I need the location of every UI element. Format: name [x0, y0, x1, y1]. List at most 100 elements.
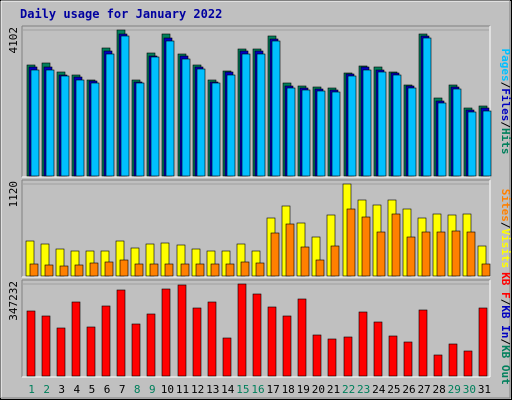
bar-sites-day-29	[451, 230, 461, 277]
x-axis: 1 2 3 4 5 6 7 8 9 10 11 12 13 14 15 16 17 18 19 20 21 22 23 24 2…	[28, 383, 491, 396]
x-tick-label-day-12: 12	[191, 383, 204, 396]
x-tick-label-day-15: 15	[236, 383, 249, 396]
bar-pages-day-14	[226, 74, 236, 177]
x-tick-label-day-13: 13	[206, 383, 219, 396]
x-tick-label-day-26: 26	[402, 383, 415, 396]
bar-sites-day-26	[406, 236, 416, 277]
bar-sites-day-19	[300, 246, 310, 277]
bar-sites-day-23	[361, 216, 371, 277]
x-tick-label-day-30: 30	[463, 383, 476, 396]
panel-middle: 1120 Sites/Visits	[7, 179, 512, 278]
bar-pages-day-26	[407, 87, 417, 177]
series-axis-label: Sites/Visits	[499, 189, 512, 269]
bar-pages-day-31	[482, 110, 492, 177]
bar-sites-day-11	[180, 263, 190, 277]
bar-pages-day-25	[392, 74, 402, 177]
bar-sites-day-13	[210, 263, 220, 277]
series-axis-label-part: Pages	[499, 49, 512, 82]
bar-pages-day-18	[286, 87, 296, 177]
bar-pages-day-5	[90, 82, 100, 177]
bar-pages-day-12	[196, 68, 206, 177]
bar-pages-day-15	[241, 53, 251, 177]
x-tick-label-day-2: 2	[43, 383, 50, 396]
x-tick-label-day-20: 20	[312, 383, 325, 396]
series-axis-label-part: Sites	[499, 189, 512, 222]
bar-kbin-day-22	[343, 336, 353, 377]
bar-sites-day-28	[436, 231, 446, 277]
x-tick-label-day-4: 4	[74, 383, 81, 396]
bar-kbin-day-28	[433, 354, 443, 377]
bar-kbin-day-10	[161, 288, 171, 377]
x-tick-label-day-11: 11	[176, 383, 189, 396]
bar-pages-day-30	[467, 111, 477, 177]
bar-pages-day-8	[135, 82, 145, 177]
bar-pages-day-6	[105, 53, 115, 177]
x-tick-label-day-10: 10	[161, 383, 174, 396]
series-axis-label: Pages/Files/Hits	[499, 49, 512, 155]
x-tick-label-day-27: 27	[417, 383, 430, 396]
series-axis-label-part: /	[499, 222, 512, 229]
bar-pages-day-28	[437, 102, 447, 177]
bar-kbin-day-3	[56, 327, 66, 377]
max-value-label: 4102	[7, 27, 20, 54]
max-value-label: 1120	[7, 181, 20, 208]
x-tick-label-day-8: 8	[134, 383, 141, 396]
bar-kbin-day-2	[41, 315, 51, 377]
bar-pages-day-19	[301, 89, 311, 177]
x-tick-label-day-21: 21	[327, 383, 340, 396]
bar-kbin-day-19	[297, 298, 307, 377]
bar-kbin-day-13	[207, 301, 217, 377]
chart-title: Daily usage for January 2022	[20, 7, 222, 21]
bar-pages-day-11	[181, 58, 191, 177]
bar-sites-day-22	[346, 208, 356, 277]
bar-kbin-day-20	[312, 334, 322, 377]
bar-pages-day-29	[452, 88, 462, 177]
x-tick-label-day-14: 14	[221, 383, 235, 396]
series-axis-label-part: Files	[499, 88, 512, 121]
bar-pages-day-1	[30, 69, 40, 177]
bar-sites-day-25	[391, 213, 401, 277]
bar-sites-day-8	[134, 263, 144, 277]
bar-sites-day-16	[255, 262, 265, 277]
bar-sites-day-18	[285, 223, 295, 277]
bar-sites-day-31	[481, 263, 491, 277]
bar-kbin-day-18	[282, 315, 292, 377]
bar-pages-day-24	[377, 71, 387, 177]
x-tick-label-day-6: 6	[104, 383, 111, 396]
series-axis-label-part: /	[499, 82, 512, 89]
series-axis-label-part: KB F	[499, 272, 512, 299]
series-axis-label-part: Visits	[499, 229, 512, 269]
bar-pages-day-2	[45, 69, 55, 177]
bar-sites-day-7	[119, 259, 129, 277]
series-axis-label-part: KB Out	[499, 345, 512, 385]
bar-pages-day-7	[120, 35, 130, 177]
bar-kbin-day-7	[116, 289, 126, 377]
bar-pages-day-27	[422, 37, 432, 177]
x-tick-label-day-31: 31	[478, 383, 491, 396]
bar-sites-day-27	[421, 231, 431, 277]
series-axis-label-part: /	[499, 338, 512, 345]
bar-sites-day-5	[89, 262, 99, 277]
bar-kbin-day-30	[463, 350, 473, 377]
bar-pages-day-21	[331, 91, 341, 177]
x-tick-label-day-5: 5	[89, 383, 96, 396]
panel-bottom: 347232 KB F/KB In/KB Out	[7, 272, 512, 385]
x-tick-label-day-24: 24	[372, 383, 386, 396]
bar-sites-day-10	[164, 263, 174, 277]
series-axis-label-part: KB In	[499, 305, 512, 338]
bar-kbin-day-29	[448, 343, 458, 377]
x-tick-label-day-3: 3	[58, 383, 65, 396]
bar-kbin-day-1	[26, 310, 36, 377]
bar-pages-day-3	[60, 75, 70, 177]
bar-kbin-day-6	[101, 305, 111, 377]
bar-pages-day-4	[75, 79, 85, 177]
bar-sites-day-6	[104, 261, 114, 277]
bar-sites-day-17	[270, 232, 280, 277]
bar-pages-day-17	[271, 40, 281, 177]
x-tick-label-day-1: 1	[28, 383, 35, 396]
bar-sites-day-12	[195, 263, 205, 277]
bar-sites-day-30	[466, 231, 476, 277]
